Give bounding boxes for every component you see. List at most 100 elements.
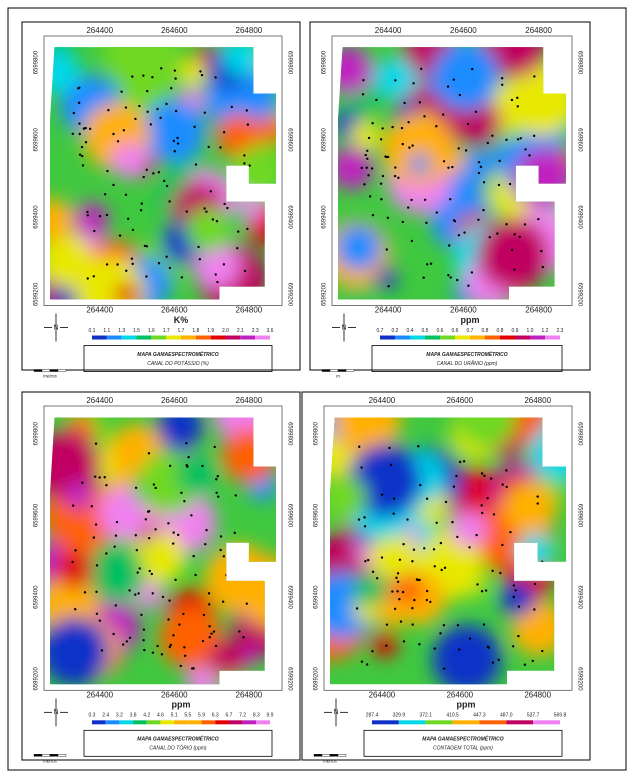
scale-bar [42,370,50,372]
surface-blob [232,145,286,199]
sample-point [418,643,420,645]
surface-blob [353,95,375,117]
sample-point [364,525,366,527]
x-coord-label: 264600 [161,26,188,35]
caption-box [84,730,272,756]
sample-point [363,516,365,518]
sample-point [99,215,101,217]
sample-point [368,137,370,139]
legend-tick-label: 4.6 [157,713,164,719]
sample-point [223,263,225,265]
sample-point [243,162,245,164]
sample-point [205,529,207,531]
sample-point [505,139,507,141]
sample-point [137,592,139,594]
sample-point [419,484,421,486]
sample-point [186,465,188,467]
sample-point [371,167,373,169]
sample-point [491,570,493,572]
sample-point [471,68,473,70]
sample-point [398,598,400,600]
sample-point [87,277,89,279]
sample-point [526,556,528,558]
surface-blob [372,632,398,658]
sample-point [139,567,141,569]
sample-point [381,127,383,129]
legend-tick-label: 9.9 [267,713,274,719]
sample-point [148,452,150,454]
legend-swatch [380,336,395,340]
caption-subtitle: CONTAGEM TOTAL (ppm) [433,746,493,752]
sample-point [443,624,445,626]
x-coord-label: 264400 [86,26,113,35]
legend-tick-label: 3.2 [116,713,123,719]
sample-point [481,512,483,514]
sample-point [215,273,217,275]
surface [322,10,583,309]
sample-point [411,623,413,625]
sample-point [209,636,211,638]
sample-point [520,137,522,139]
surface-blob [382,113,455,186]
legend-swatch [137,336,152,340]
surface-blob [112,143,148,179]
sample-point [87,214,89,216]
sample-point [517,635,519,637]
legend-tick-label: 329.9 [393,713,406,719]
sample-point [361,167,363,169]
sample-point [541,561,543,563]
legend-swatch [122,336,137,340]
sample-point [402,591,404,593]
sample-point [524,664,526,666]
sample-point [380,198,382,200]
sample-point [533,75,535,77]
surface-blob [157,403,204,450]
legend-tick-label: 372.1 [419,713,432,719]
legend-tick-label: 1.2 [542,328,549,334]
sample-point [451,521,453,523]
legend-swatch [92,720,106,724]
sample-point [235,494,237,496]
sample-point [125,270,127,272]
legend-tick-label: 3.8 [130,713,137,719]
sample-point [485,589,487,591]
sample-point [150,123,152,125]
sample-point [514,233,516,235]
sample-point [135,487,137,489]
caption-box [84,346,272,372]
x-coord-label: 264400 [375,306,402,315]
x-coord-label: 264800 [236,306,263,315]
sample-point [519,236,521,238]
legend-swatch [426,720,453,724]
y-coord-label: 6599800 [34,50,40,74]
sample-point [423,547,425,549]
legend-tick-label: 447.3 [473,713,486,719]
scale-bar [34,370,42,372]
legend-tick-label: 4.2 [143,713,150,719]
sample-point [167,618,169,620]
sample-point [168,599,170,601]
sample-point [86,211,88,213]
legend-tick-label: 3.6 [267,328,274,334]
sample-point [411,144,413,146]
sample-point [93,230,95,232]
sample-point [126,640,128,642]
sample-point [487,646,489,648]
sample-point [113,545,115,547]
legend-tick-label: 1.8 [192,328,199,334]
legend-title: ppm [172,700,191,710]
sample-point [463,231,465,233]
sample-point [509,531,511,533]
sample-point [119,234,121,236]
scale-bar [338,754,346,756]
sample-point [443,667,445,669]
sample-point [116,521,118,523]
surface-blob [228,205,248,225]
sample-point [417,445,419,447]
sample-point [384,155,386,157]
sample-point [159,117,161,119]
legend-tick-label: 0.1 [89,328,96,334]
sample-point [434,565,436,567]
scale-bar [338,370,346,372]
sample-point [407,206,409,208]
